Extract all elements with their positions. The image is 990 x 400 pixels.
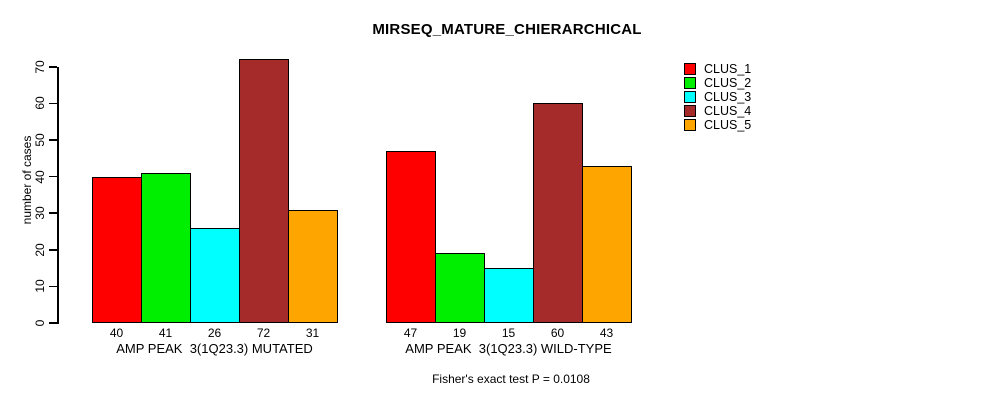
group-label: AMP PEAK 3(1Q23.3) MUTATED [116, 341, 313, 356]
y-axis-tick-label: 60 [33, 96, 47, 111]
bar-clus_5-group1 [288, 209, 338, 323]
y-axis-tick-label: 0 [33, 319, 47, 327]
bar-value-label: 40 [109, 326, 124, 340]
legend: CLUS_1 CLUS_2 CLUS_3 CLUS_4 CLUS_5 [684, 62, 751, 132]
annotation-fisher-test: Fisher's exact test P = 0.0108 [432, 372, 590, 386]
y-axis-tick [49, 249, 57, 251]
legend-swatch-icon [684, 91, 696, 103]
bar-clus_3-group2 [484, 268, 534, 323]
y-axis-tick-label: 50 [33, 133, 47, 147]
bar-value-label: 47 [403, 326, 418, 340]
legend-item-clus_4: CLUS_4 [684, 104, 751, 118]
bar-value-label: 26 [207, 326, 222, 340]
bar-clus_2-group2 [435, 253, 485, 323]
bar-value-label: 43 [599, 326, 614, 340]
bar-value-label: 15 [501, 326, 516, 340]
y-axis-tick-label: 40 [33, 169, 47, 184]
group-label: AMP PEAK 3(1Q23.3) WILD-TYPE [405, 341, 612, 356]
y-axis-tick [49, 175, 57, 178]
bar-value-label: 72 [256, 326, 271, 340]
bar-clus_4-group1 [239, 59, 289, 323]
y-axis-tick-label: 30 [33, 206, 47, 220]
y-axis-line [57, 66, 59, 325]
legend-swatch-icon [684, 119, 696, 131]
y-axis-tick [49, 322, 57, 324]
bar-clus_5-group2 [582, 165, 632, 323]
chart-title: MIRSEQ_MATURE_CHIERARCHICAL [372, 21, 642, 38]
y-axis-label: number of cases [20, 135, 34, 225]
bar-clus_1-group2 [386, 150, 436, 323]
y-axis-tick-label: 70 [33, 60, 47, 74]
legend-label: CLUS_1 [704, 62, 752, 76]
y-axis-tick [49, 66, 57, 68]
legend-swatch-icon [684, 77, 696, 89]
legend-label: CLUS_3 [704, 90, 752, 104]
legend-swatch-icon [684, 105, 696, 117]
y-axis-tick-label: 20 [33, 243, 47, 257]
y-axis-tick [49, 102, 57, 105]
bar-value-label: 41 [158, 326, 173, 340]
bar-value-label: 60 [550, 326, 565, 340]
legend-label: CLUS_2 [704, 76, 752, 90]
legend-label: CLUS_4 [704, 104, 752, 118]
legend-item-clus_5: CLUS_5 [684, 118, 751, 132]
bar-clus_2-group1 [141, 172, 191, 323]
y-axis-tick-label: 10 [33, 279, 47, 294]
legend-item-clus_1: CLUS_1 [684, 62, 751, 76]
legend-label: CLUS_5 [704, 118, 752, 132]
bar-value-label: 31 [305, 326, 320, 340]
legend-swatch-icon [684, 63, 696, 75]
y-axis-tick [49, 285, 57, 288]
bar-clus_1-group1 [92, 176, 142, 323]
y-axis-tick [49, 139, 57, 141]
bar-clus_4-group2 [533, 103, 583, 323]
bar-value-label: 19 [452, 326, 467, 340]
legend-item-clus_2: CLUS_2 [684, 76, 751, 90]
bar-clus_3-group1 [190, 227, 240, 323]
y-axis-tick [49, 212, 57, 214]
legend-item-clus_3: CLUS_3 [684, 90, 751, 104]
